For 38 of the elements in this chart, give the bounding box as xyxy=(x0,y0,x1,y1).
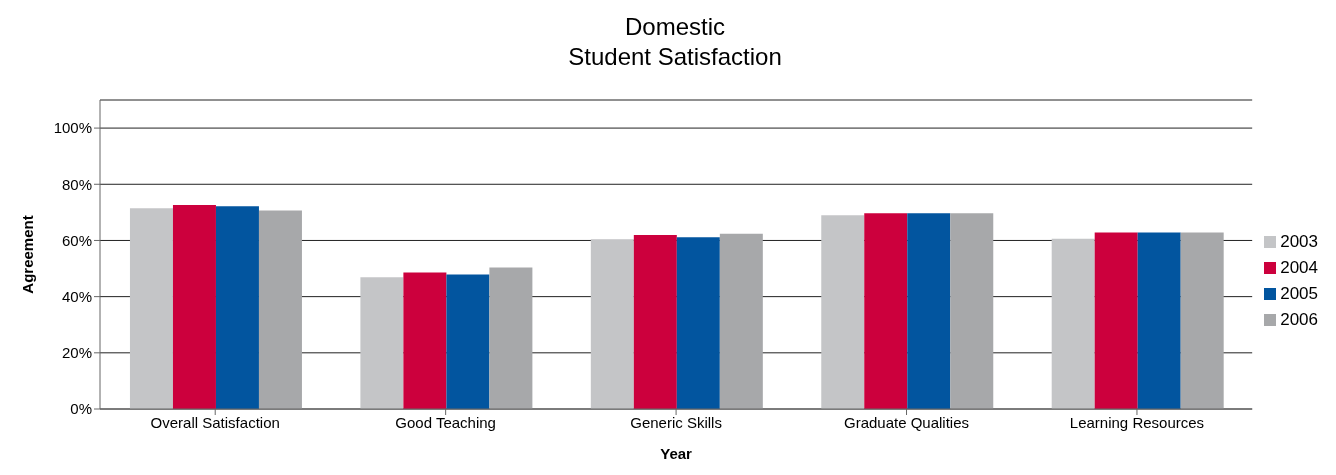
bar xyxy=(1051,238,1095,409)
bar xyxy=(1180,232,1224,409)
bar xyxy=(360,277,404,409)
bar xyxy=(821,215,865,409)
y-tick-label: 80% xyxy=(61,175,92,193)
legend-label: 2005 xyxy=(1280,283,1318,303)
legend-label: 2004 xyxy=(1280,257,1318,277)
bar xyxy=(403,272,447,409)
x-tick-label: Generic Skills xyxy=(630,413,722,431)
chart-title: Domestic Student Satisfaction xyxy=(567,12,783,72)
x-axis-title: Year xyxy=(660,445,693,462)
y-tick-label: 60% xyxy=(61,231,92,249)
legend-label: 2006 xyxy=(1280,309,1318,329)
bar xyxy=(215,206,259,409)
x-tick-label: Learning Resources xyxy=(1069,413,1205,431)
y-tick-label: 40% xyxy=(61,287,92,305)
bar xyxy=(258,210,302,409)
bar xyxy=(719,233,763,409)
x-tick-label: Good Teaching xyxy=(395,413,496,431)
y-tick-label: 100% xyxy=(53,119,92,137)
bar xyxy=(864,213,908,409)
bar xyxy=(676,237,720,409)
bar xyxy=(489,267,533,409)
bar xyxy=(950,213,994,409)
bar xyxy=(172,205,216,409)
bar xyxy=(129,208,173,409)
legend-label: 2003 xyxy=(1280,231,1318,251)
y-axis-title: Agreement xyxy=(19,215,37,294)
bar xyxy=(590,239,634,409)
bar xyxy=(1094,232,1138,409)
y-tick-label: 0% xyxy=(70,400,92,418)
y-tick-label: 20% xyxy=(61,344,92,362)
bar xyxy=(633,235,677,409)
bar xyxy=(446,274,490,409)
bar xyxy=(907,213,951,409)
bar xyxy=(1137,232,1181,409)
x-tick-label: Graduate Qualities xyxy=(843,413,970,431)
x-tick-label: Overall Satisfaction xyxy=(150,413,280,431)
